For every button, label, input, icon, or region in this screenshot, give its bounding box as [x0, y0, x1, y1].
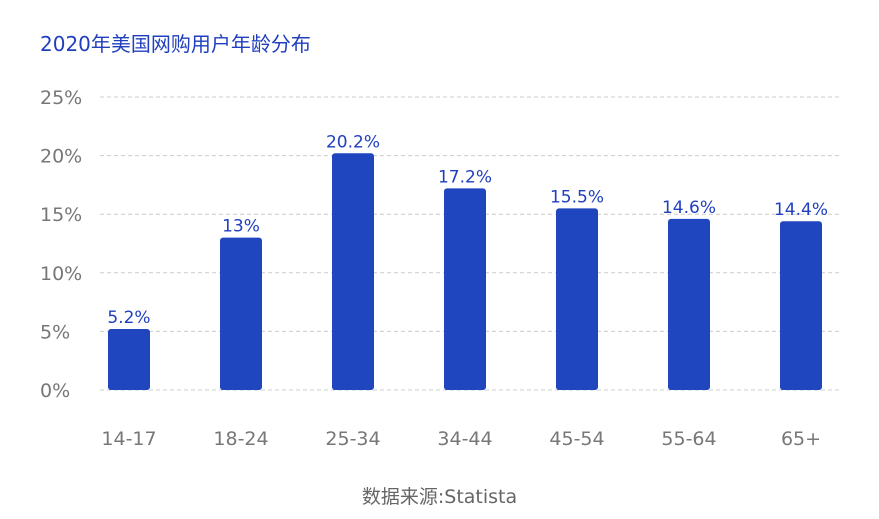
y-tick-label: 10% [40, 263, 82, 285]
bar [668, 218, 710, 390]
bar [556, 208, 598, 390]
bar [780, 221, 822, 390]
data-label: 14.6% [662, 198, 716, 218]
bar [220, 237, 262, 390]
x-tick-label: 34-44 [437, 428, 492, 450]
data-label: 17.2% [438, 167, 492, 187]
y-tick-label: 5% [40, 321, 70, 343]
y-tick-label: 20% [40, 146, 82, 168]
x-tick-label: 18-24 [213, 428, 268, 450]
bar [332, 153, 374, 390]
x-tick-label: 14-17 [101, 428, 156, 450]
y-tick-label: 15% [40, 204, 82, 226]
data-label: 13% [222, 217, 260, 237]
source-note: 数据来源:Statista [361, 486, 518, 508]
x-tick-label: 55-64 [661, 428, 716, 450]
data-label: 14.4% [774, 200, 828, 220]
bar [444, 188, 486, 390]
x-tick-label: 25-34 [325, 428, 380, 450]
bar [108, 329, 150, 390]
x-tick-label: 65+ [781, 428, 821, 450]
x-tick-label: 45-54 [549, 428, 604, 450]
y-tick-label: 0% [40, 380, 70, 402]
data-label: 15.5% [550, 187, 604, 207]
data-label: 20.2% [326, 132, 380, 152]
data-label: 5.2% [107, 308, 150, 328]
chart-title: 2020年美国网购用户年龄分布 [40, 32, 311, 56]
y-tick-label: 25% [40, 87, 82, 109]
